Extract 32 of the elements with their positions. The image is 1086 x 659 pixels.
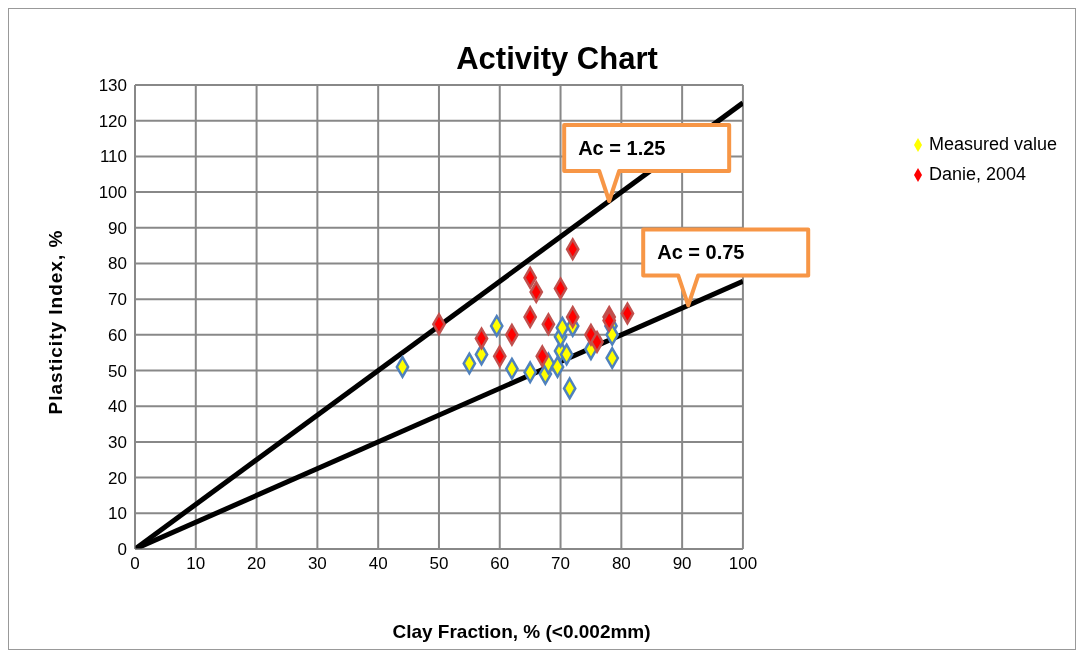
y-axis-title: Plasticity Index, % <box>45 229 67 415</box>
x-tick-label: 50 <box>429 554 449 574</box>
x-axis-title: Clay Fraction, % (<0.002mm) <box>391 621 652 643</box>
legend-label: Danie, 2004 <box>928 164 1026 184</box>
x-tick-label: 70 <box>551 554 571 574</box>
y-tick-label: 100 <box>98 183 127 203</box>
y-tick-label: 0 <box>117 540 127 560</box>
y-tick-label: 120 <box>98 111 127 131</box>
y-tick-label: 50 <box>108 361 127 381</box>
y-tick-label: 40 <box>108 397 127 417</box>
y-tick-label: 130 <box>98 76 127 96</box>
y-tick-label: 30 <box>108 432 127 452</box>
x-tick-label: 40 <box>368 554 388 574</box>
legend-label: Measured value <box>928 134 1057 154</box>
x-tick-label: 100 <box>728 554 758 574</box>
x-tick-label: 30 <box>307 554 327 574</box>
x-tick-label: 90 <box>672 554 692 574</box>
x-tick-label: 20 <box>247 554 267 574</box>
x-tick-label: 10 <box>186 554 206 574</box>
y-tick-label: 70 <box>108 290 127 310</box>
y-tick-label: 10 <box>108 504 127 524</box>
annotation: Ac = 1.25 <box>578 137 666 159</box>
annotation: Ac = 0.75 <box>657 241 745 264</box>
x-tick-label: 0 <box>130 554 140 574</box>
x-tick-label: 80 <box>611 554 631 574</box>
y-tick-label: 110 <box>99 147 127 167</box>
y-tick-label: 20 <box>108 468 127 488</box>
y-tick-label: 80 <box>108 254 127 274</box>
y-tick-label: 60 <box>108 325 127 345</box>
chart-title: Activity Chart <box>455 41 659 77</box>
x-tick-label: 60 <box>490 554 510 574</box>
y-tick-label: 90 <box>108 218 127 238</box>
